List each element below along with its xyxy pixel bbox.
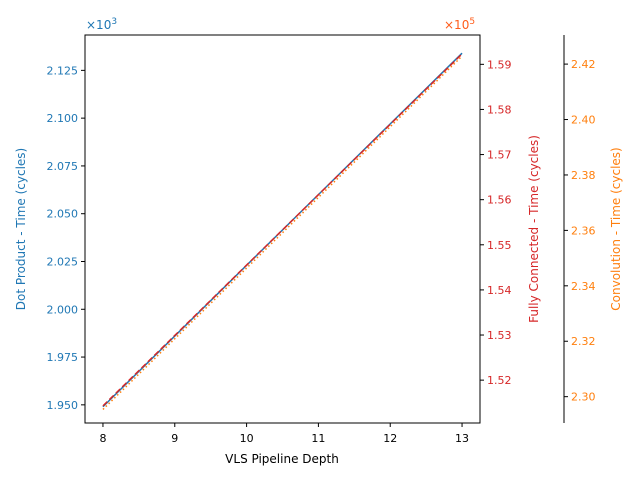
conv-tick-label: 2.36	[571, 224, 596, 237]
dot-tick-label: 2.000	[47, 303, 79, 316]
dot-product-axis-label: Dot Product - Time (cycles)	[14, 148, 28, 310]
series-layer	[102, 52, 463, 410]
convolution-axis-label: Convolution - Time (cycles)	[609, 147, 623, 310]
dot-product-exponent: 3	[111, 17, 117, 27]
fc-series-line	[102, 53, 463, 407]
fc-tick-label: 1.52	[487, 374, 512, 387]
conv-series-line	[102, 55, 463, 410]
dot-product-multiplier: ×10	[86, 18, 111, 32]
dot-tick-label: 2.100	[47, 112, 79, 125]
fully-connected-axis-label: Fully Connected - Time (cycles)	[527, 135, 541, 323]
conv-tick-label: 2.30	[571, 391, 596, 404]
x-tick-label: 8	[99, 432, 106, 445]
conv-tick-label: 2.34	[571, 280, 596, 293]
conv-tick-label: 2.40	[571, 114, 596, 127]
ticks-layer: 8 9 10 11 12 13 1.950 1.975 2.000 2.025 2.050 2.075…	[47, 58, 596, 445]
fc-tick-label: 1.59	[487, 58, 512, 71]
fc-tick-label: 1.54	[487, 284, 512, 297]
dot-tick-label: 2.025	[47, 255, 79, 268]
fc-tick-label: 1.58	[487, 103, 512, 116]
fc-tick-label: 1.53	[487, 329, 512, 342]
x-tick-label: 13	[455, 432, 469, 445]
conv-tick-label: 2.38	[571, 169, 596, 182]
fully-connected-offset-label: ×105	[444, 17, 475, 32]
x-tick-label: 12	[383, 432, 397, 445]
fc-tick-label: 1.55	[487, 239, 512, 252]
conv-tick-label: 2.32	[571, 335, 596, 348]
dot-tick-label: 1.975	[47, 351, 79, 364]
fully-connected-multiplier: ×10	[444, 18, 469, 32]
conv-tick-label: 2.42	[571, 58, 596, 71]
fully-connected-exponent: 5	[469, 17, 475, 27]
dot-tick-label: 2.075	[47, 160, 79, 173]
fc-tick-label: 1.57	[487, 149, 512, 162]
fc-tick-label: 1.56	[487, 194, 512, 207]
dot-tick-label: 2.050	[47, 208, 79, 221]
dot-tick-label: 1.950	[47, 399, 79, 412]
x-tick-label: 10	[240, 432, 254, 445]
plot-frame	[84, 34, 481, 424]
dot-product-offset-label: ×103	[86, 17, 117, 32]
dot-tick-label: 2.125	[47, 64, 79, 77]
x-axis-label: VLS Pipeline Depth	[225, 452, 339, 466]
x-tick-label: 9	[171, 432, 178, 445]
x-tick-label: 11	[311, 432, 325, 445]
